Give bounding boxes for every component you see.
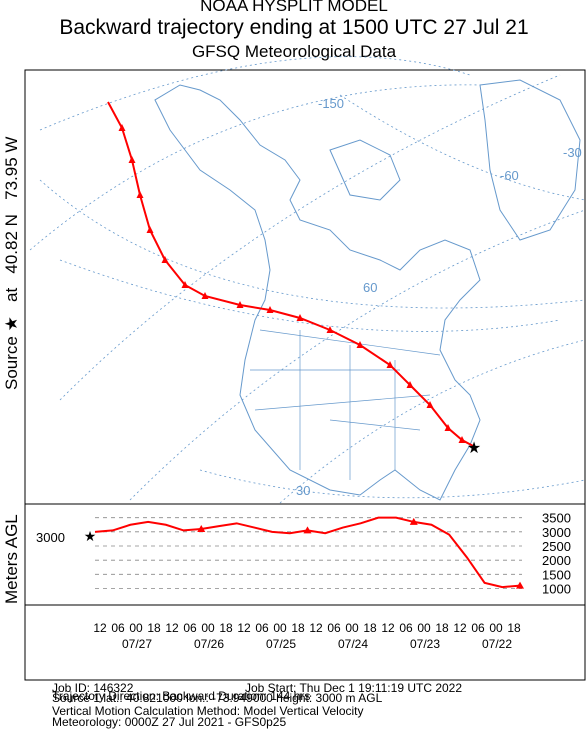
height-y-tick-label: 2500 (542, 539, 571, 554)
time-tick-label: 06 (183, 621, 197, 635)
time-tick-label: 12 (381, 621, 395, 635)
height-data-point (303, 526, 312, 534)
job-id: Job ID: 146322 (52, 681, 134, 695)
trajectory-map-marker (458, 436, 466, 443)
arctic-island-outline (329, 139, 401, 201)
parallel-line (339, 94, 586, 201)
height-data-point (516, 581, 524, 589)
trajectory-map-marker (406, 381, 414, 388)
trajectory-map-marker (326, 326, 334, 333)
trajectory-map-markers (118, 124, 466, 443)
time-tick-label: 06 (471, 621, 485, 635)
trajectory-title: Backward trajectory ending at 1500 UTC 2… (59, 16, 529, 39)
time-tick-label: 18 (291, 621, 305, 635)
height-data-point (197, 525, 206, 532)
meridian-line (129, 209, 586, 501)
time-tick-label: 18 (147, 621, 161, 635)
time-tick-label: 12 (309, 621, 323, 635)
meridian-label: -60 (500, 168, 519, 183)
height-y-tick-label: 1000 (542, 582, 571, 597)
date-labels: 07/27 07/26 07/25 07/24 07/23 07/22 (122, 637, 512, 651)
time-tick-label: 18 (219, 621, 233, 635)
trajectory-map-marker (236, 301, 244, 308)
parallel-line (199, 469, 586, 499)
time-tick-label: 18 (507, 621, 521, 635)
job-meteorology-final: Meteorology: 0000Z 27 Jul 2021 - GFS0p25 (52, 715, 287, 729)
time-tick-label: 00 (273, 621, 287, 635)
parallel-line (59, 259, 561, 332)
height-y-tick-label: 3500 (542, 511, 571, 526)
parallel-line (39, 179, 586, 309)
parallel-label: 30 (296, 483, 310, 498)
time-tick-label: 00 (129, 621, 143, 635)
job-direction: Trajectory Direction: Backward Duration:… (52, 689, 311, 703)
time-tick-label: 00 (201, 621, 215, 635)
greenland-outline (479, 79, 581, 241)
met-data-title: GFSQ Meteorological Data (191, 42, 397, 61)
meridian-line (29, 84, 481, 251)
time-tick-label: 12 (237, 621, 251, 635)
time-tick-label: 12 (165, 621, 179, 635)
height-panel-frame (24, 503, 586, 606)
time-tick-label: 18 (363, 621, 377, 635)
time-tick-label: 00 (417, 621, 431, 635)
state-borders (250, 329, 441, 480)
start-height-label: 3000 (36, 530, 65, 545)
time-axis-frame (24, 604, 586, 681)
height-data-point (409, 517, 418, 525)
map-graticule (29, 56, 586, 504)
time-tick-label: 06 (399, 621, 413, 635)
time-tick-label: 00 (345, 621, 359, 635)
source-star-icon: ★ (467, 440, 481, 457)
trajectory-map-line (107, 101, 476, 448)
trajectory-map-marker (386, 361, 394, 368)
trajectory-map-marker (146, 226, 154, 233)
time-tick-label: 00 (489, 621, 503, 635)
trajectory-map-marker (356, 341, 364, 348)
height-y-tick-label: 1500 (542, 567, 571, 582)
date-label: 07/23 (410, 637, 440, 651)
trajectory-map-marker (136, 191, 144, 198)
trajectory-map-marker (266, 306, 274, 313)
height-y-tick-label: 3000 (542, 525, 571, 540)
trajectory-map-marker (444, 424, 452, 431)
time-tick-labels: 12 06 00 18 12 06 00 18 12 06 00 18 12 06 00 18 12 06 00 18… (93, 621, 521, 635)
meridian-line (59, 74, 561, 401)
trajectory-map-marker (296, 314, 304, 321)
trajectory-map-marker (426, 401, 434, 408)
trajectory-map-marker (181, 281, 189, 288)
meridian-label: -30 (563, 145, 582, 160)
time-tick-label: 06 (111, 621, 125, 635)
height-grid (95, 517, 522, 589)
time-tick-label: 12 (93, 621, 107, 635)
parallel-label: 60 (363, 280, 377, 295)
meridian-line (279, 339, 586, 504)
map-frame (24, 69, 586, 505)
time-tick-label: 12 (453, 621, 467, 635)
trajectory-map-marker (128, 156, 136, 163)
date-label: 07/25 (266, 637, 296, 651)
meridian-label: -150 (318, 96, 344, 111)
north-america-outline (154, 84, 481, 501)
source-star-icon: ★ (84, 528, 97, 544)
date-label: 07/22 (482, 637, 512, 651)
date-label: 07/27 (122, 637, 152, 651)
date-label: 07/24 (338, 637, 368, 651)
time-tick-label: 06 (327, 621, 341, 635)
job-source: Source 1 lat.: 40.821000 lon.: -73.94900… (52, 691, 383, 705)
trajectory-map-marker (118, 124, 126, 131)
job-vertical-method: Vertical Motion Calculation Method: Mode… (52, 704, 364, 718)
time-tick-label: 18 (435, 621, 449, 635)
time-tick-label: 06 (255, 621, 269, 635)
date-label: 07/26 (194, 637, 224, 651)
height-series-markers (197, 517, 524, 589)
trajectory-map-marker (161, 256, 169, 263)
coastlines (154, 79, 581, 501)
height-y-tick-label: 2000 (542, 553, 571, 568)
trajectory-map-marker (201, 292, 209, 299)
job-start: Job Start: Thu Dec 1 19:11:19 UTC 2022 (245, 681, 463, 695)
model-title: NOAA HYSPLIT MODEL (200, 0, 388, 15)
